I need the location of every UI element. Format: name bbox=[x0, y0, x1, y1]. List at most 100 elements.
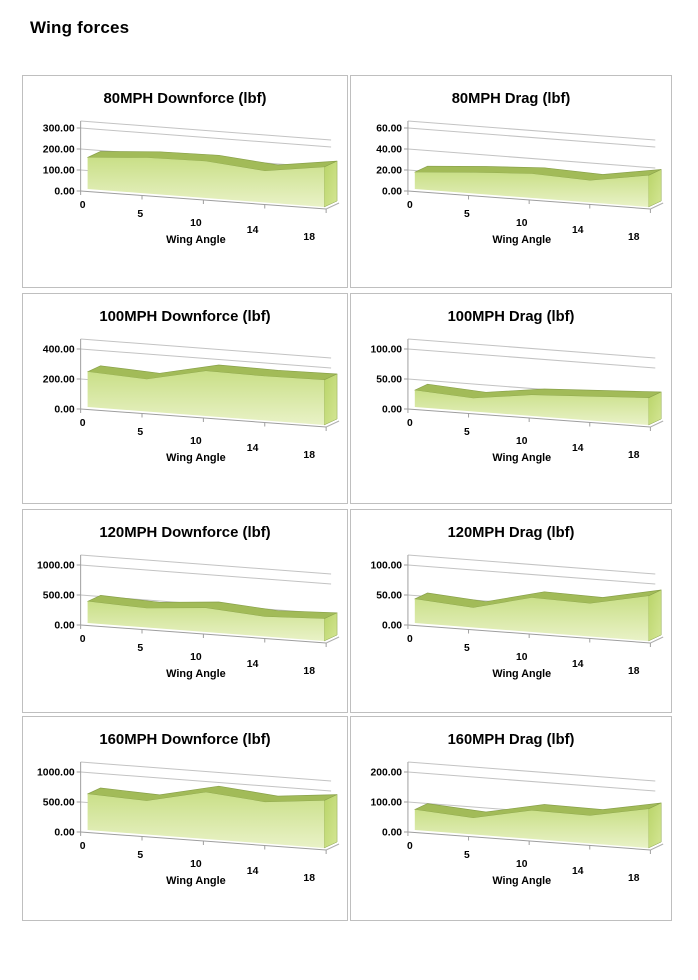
area-front-face bbox=[87, 157, 325, 207]
wall-top-line bbox=[407, 338, 656, 359]
chart-80mph-drag-lbf: 0.00 20.00 40.00 60.00 0 5 10 14 18 Wing Angle 80M… bbox=[350, 75, 672, 288]
gridline bbox=[407, 771, 656, 792]
x-tick-label: 0 bbox=[407, 841, 413, 852]
x-tick-label: 18 bbox=[628, 232, 640, 243]
x-tick-label: 0 bbox=[80, 418, 86, 429]
area-chart-svg: 0.00 500.00 1000.00 0 5 10 14 18 Wing Angle 120MP… bbox=[37, 524, 340, 680]
area-chart-svg: 0.00 500.00 1000.00 0 5 10 14 18 Wing Angle 160MP… bbox=[37, 731, 340, 887]
x-axis-title: Wing Angle bbox=[492, 452, 551, 464]
wall-top-line bbox=[80, 338, 332, 359]
floor-depth-edge bbox=[650, 202, 664, 210]
y-tick-label: 100.00 bbox=[371, 797, 403, 808]
area-front-face bbox=[414, 390, 649, 425]
y-tick-label: 100.00 bbox=[371, 344, 403, 355]
x-axis-title: Wing Angle bbox=[492, 875, 551, 887]
x-tick-label: 5 bbox=[464, 850, 470, 861]
chart-160mph-drag-lbf: 0.00 100.00 200.00 0 5 10 14 18 Wing Angle 160MPH… bbox=[350, 716, 672, 921]
y-tick-label: 200.00 bbox=[43, 374, 75, 385]
page-title: Wing forces bbox=[30, 18, 130, 37]
x-tick-label: 14 bbox=[247, 443, 259, 454]
wall-top-line bbox=[407, 761, 656, 782]
area-end-cap bbox=[648, 169, 662, 208]
gridline bbox=[407, 564, 656, 585]
x-axis-title: Wing Angle bbox=[166, 668, 226, 680]
x-tick-label: 10 bbox=[190, 859, 202, 870]
area-chart-svg: 0.00 50.00 100.00 0 5 10 14 18 Wing Angle 100MPH … bbox=[371, 309, 664, 464]
y-tick-label: 500.00 bbox=[43, 590, 75, 601]
chart-title: 100MPH Downforce (lbf) bbox=[99, 308, 270, 325]
chart-title: 160MPH Drag (lbf) bbox=[448, 732, 575, 748]
chart-120mph-downforce-lbf: 0.00 500.00 1000.00 0 5 10 14 18 Wing Angle 120MP… bbox=[22, 509, 348, 713]
chart-title: 80MPH Downforce (lbf) bbox=[104, 90, 267, 107]
chart-title: 160MPH Downforce (lbf) bbox=[99, 731, 270, 748]
y-tick-label: 60.00 bbox=[376, 123, 402, 134]
area-chart-svg: 0.00 20.00 40.00 60.00 0 5 10 14 18 Wing Angle 80M… bbox=[376, 91, 664, 246]
x-tick-label: 14 bbox=[572, 443, 584, 454]
y-tick-label: 500.00 bbox=[43, 797, 75, 808]
wall-top-line bbox=[80, 554, 332, 575]
x-tick-label: 14 bbox=[572, 225, 584, 236]
y-tick-label: 0.00 bbox=[382, 186, 402, 197]
x-tick-label: 5 bbox=[464, 643, 470, 654]
y-tick-label: 40.00 bbox=[376, 144, 402, 155]
chart-title: 120MPH Drag (lbf) bbox=[448, 525, 575, 541]
y-tick-label: 0.00 bbox=[382, 827, 402, 838]
y-tick-label: 0.00 bbox=[54, 827, 74, 838]
x-tick-label: 18 bbox=[628, 666, 640, 677]
y-tick-label: 0.00 bbox=[382, 620, 402, 631]
x-tick-label: 0 bbox=[407, 200, 413, 211]
gridline bbox=[80, 127, 332, 148]
chart-120mph-drag-lbf: 0.00 50.00 100.00 0 5 10 14 18 Wing Angle 120MPH … bbox=[350, 509, 672, 713]
area-chart-svg: 0.00 100.00 200.00 0 5 10 14 18 Wing Angle 160MPH… bbox=[371, 732, 664, 887]
y-tick-label: 100.00 bbox=[371, 560, 403, 571]
x-tick-label: 18 bbox=[628, 450, 640, 461]
x-tick-label: 10 bbox=[516, 436, 528, 447]
floor-depth-edge bbox=[325, 420, 340, 428]
x-tick-label: 0 bbox=[80, 200, 86, 211]
x-tick-label: 18 bbox=[303, 873, 315, 884]
x-axis-title: Wing Angle bbox=[166, 875, 226, 887]
floor-depth-edge bbox=[650, 843, 664, 851]
wall-top-line bbox=[407, 554, 656, 575]
area-front-face bbox=[414, 172, 649, 207]
x-axis-title: Wing Angle bbox=[492, 668, 551, 680]
x-tick-label: 18 bbox=[628, 873, 640, 884]
area-chart-svg: 0.00 100.00 200.00 300.00 0 5 10 14 18 Wing Angle… bbox=[43, 90, 340, 246]
area-end-cap bbox=[323, 794, 338, 849]
x-tick-label: 14 bbox=[247, 225, 259, 236]
x-tick-label: 14 bbox=[572, 866, 584, 877]
x-axis-title: Wing Angle bbox=[166, 234, 226, 246]
x-tick-label: 10 bbox=[190, 652, 202, 663]
area-front-face bbox=[87, 601, 325, 641]
area-chart-svg: 0.00 50.00 100.00 0 5 10 14 18 Wing Angle 120MPH … bbox=[371, 525, 664, 680]
gridline bbox=[80, 348, 332, 369]
wall-top-line bbox=[80, 120, 332, 141]
x-axis-title: Wing Angle bbox=[166, 452, 226, 464]
chart-100mph-drag-lbf: 0.00 50.00 100.00 0 5 10 14 18 Wing Angle 100MPH … bbox=[350, 293, 672, 504]
gridline bbox=[80, 771, 332, 792]
area-front-face bbox=[414, 809, 649, 848]
chart-80mph-downforce-lbf: 0.00 100.00 200.00 300.00 0 5 10 14 18 Wing Angle… bbox=[22, 75, 348, 288]
gridline bbox=[80, 564, 332, 585]
x-tick-label: 5 bbox=[464, 209, 470, 220]
area-end-cap bbox=[648, 589, 662, 642]
x-tick-label: 10 bbox=[190, 218, 202, 229]
gridline bbox=[407, 348, 656, 369]
x-tick-label: 18 bbox=[303, 666, 315, 677]
x-tick-label: 5 bbox=[464, 427, 470, 438]
y-tick-label: 200.00 bbox=[371, 767, 403, 778]
x-tick-label: 5 bbox=[137, 209, 143, 220]
y-tick-label: 0.00 bbox=[54, 404, 74, 415]
gridline bbox=[407, 127, 656, 148]
y-tick-label: 0.00 bbox=[54, 186, 74, 197]
floor-depth-edge bbox=[650, 636, 664, 644]
y-tick-label: 0.00 bbox=[382, 404, 402, 415]
area-front-face bbox=[87, 371, 325, 425]
x-tick-label: 5 bbox=[137, 850, 143, 861]
floor-depth-edge bbox=[325, 843, 340, 851]
x-tick-label: 14 bbox=[247, 866, 259, 877]
y-tick-label: 1000.00 bbox=[37, 767, 75, 778]
y-tick-label: 400.00 bbox=[43, 344, 75, 355]
area-end-cap bbox=[648, 802, 662, 849]
x-tick-label: 0 bbox=[407, 418, 413, 429]
